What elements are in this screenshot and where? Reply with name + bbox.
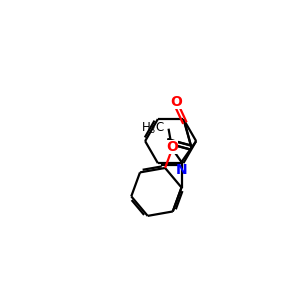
Text: O: O bbox=[170, 95, 182, 109]
Text: O: O bbox=[166, 140, 178, 154]
Text: N: N bbox=[176, 164, 187, 177]
Text: H$_3$C: H$_3$C bbox=[141, 121, 166, 136]
